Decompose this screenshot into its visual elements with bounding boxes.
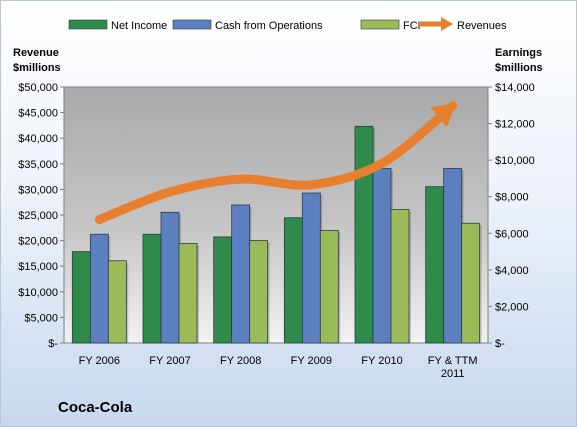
category-label: FY 2008 [220, 355, 261, 367]
category-labels: FY 2006 FY 2007 FY 2008 FY 2009 FY 2010 FY & … [79, 355, 478, 380]
right-tick-label: $8,000 [495, 192, 529, 204]
category-label: 2011 [441, 368, 465, 380]
net-income-bar [425, 186, 445, 344]
left-tick-label: $45,000 [18, 108, 58, 120]
revenue-line [94, 101, 458, 225]
right-axis-title: $millions [495, 62, 543, 74]
fcf-bar [178, 242, 198, 344]
right-tick-label: $4,000 [495, 265, 529, 277]
fcf-bar [390, 209, 410, 344]
revenue-arrow-head [430, 103, 456, 128]
right-tick-label: $10,000 [495, 155, 535, 167]
right-tick-label: $12,000 [495, 119, 535, 131]
left-tick-label: $40,000 [18, 133, 58, 145]
right-tick-label: $6,000 [495, 228, 529, 240]
cash-from-operations-bar [231, 204, 251, 344]
cash-from-operations-legend-swatch [172, 19, 212, 30]
left-tick-label: $10,000 [18, 287, 58, 299]
cash-from-operations-bar [301, 192, 321, 344]
right-tick-label: $- [495, 338, 505, 350]
revenues-legend-arrow [441, 17, 453, 31]
net-income-bar [283, 217, 303, 344]
left-axis-title: Revenue [13, 47, 59, 59]
left-tick-label: $15,000 [18, 261, 58, 273]
left-tick-label: $25,000 [18, 210, 58, 222]
cash-from-operations-bar [160, 211, 180, 344]
fcf-bar [107, 260, 127, 344]
fcf-bar [319, 230, 339, 344]
cash-from-operations-bar [443, 167, 463, 344]
left-tick-label: $35,000 [18, 159, 58, 171]
net-income-legend-label: Net Income [111, 20, 167, 32]
revenues-legend-label: Revenues [457, 20, 507, 32]
bars [71, 125, 482, 344]
plot-area [63, 86, 489, 344]
fcf-bar [461, 222, 481, 344]
net-income-bar [354, 125, 374, 344]
left-tick-label: $20,000 [18, 236, 58, 248]
right-tick-label: $14,000 [495, 82, 535, 94]
cash-from-operations-bar [372, 167, 392, 344]
left-axis: $- $5,000 $10,000 $15,000 $20,000 $25,000 $30,… [13, 47, 64, 350]
net-income-legend-swatch [68, 19, 108, 30]
category-label: FY & TTM [428, 355, 478, 367]
category-label: FY 2010 [361, 355, 402, 367]
right-axis-title: Earnings [495, 47, 542, 59]
category-label: FY 2009 [291, 355, 332, 367]
category-label: FY 2006 [79, 355, 120, 367]
right-axis: $- $2,000 $4,000 $6,000 $8,000 $10,000 $12,000… [488, 47, 543, 350]
left-axis-title: $millions [13, 62, 61, 74]
company-name: Coca-Cola [58, 399, 133, 416]
revenue-arrow-series [94, 101, 458, 225]
category-label: FY 2007 [149, 355, 190, 367]
right-tick-label: $2,000 [495, 301, 529, 313]
left-tick-label: $5,000 [24, 312, 58, 324]
net-income-bar [142, 233, 162, 344]
left-tick-label: $50,000 [18, 82, 58, 94]
net-income-bar [213, 236, 233, 344]
cash-from-operations-bar [89, 233, 109, 344]
fcf-bar [249, 240, 269, 344]
legend: Net Income Cash from Operations FCF Revenue… [68, 17, 507, 32]
fcf-legend-swatch [360, 19, 400, 30]
left-tick-label: $- [48, 338, 58, 350]
left-tick-label: $30,000 [18, 184, 58, 196]
cash-from-operations-legend-label: Cash from Operations [215, 20, 323, 32]
net-income-bar [71, 251, 91, 344]
